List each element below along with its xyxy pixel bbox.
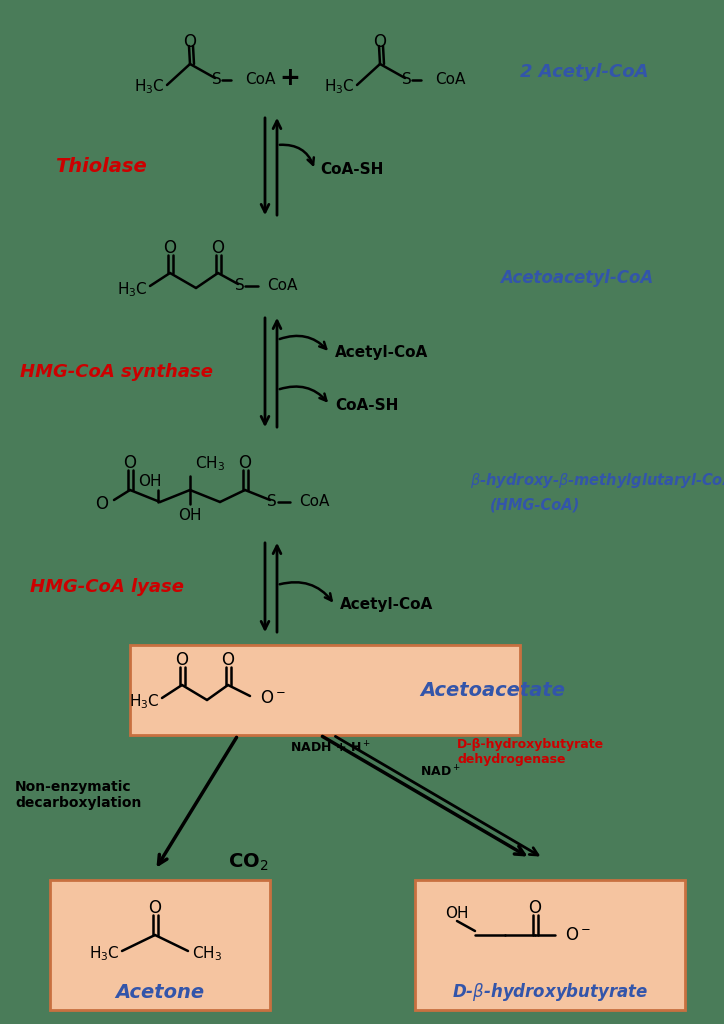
Text: O: O	[164, 239, 177, 257]
Text: (HMG-CoA): (HMG-CoA)	[490, 498, 580, 512]
Text: O: O	[222, 651, 235, 669]
Text: H$_3$C: H$_3$C	[130, 692, 160, 712]
Text: S: S	[267, 495, 277, 510]
Text: S: S	[402, 73, 412, 87]
Text: CoA-SH: CoA-SH	[320, 163, 384, 177]
Text: Acetyl-CoA: Acetyl-CoA	[340, 597, 433, 612]
Text: O: O	[529, 899, 542, 918]
Text: S: S	[212, 73, 222, 87]
Text: HMG-CoA synthase: HMG-CoA synthase	[20, 362, 213, 381]
Text: O: O	[211, 239, 224, 257]
Bar	[50, 880, 270, 1010]
Text: +: +	[279, 66, 300, 90]
Text: CH$_3$: CH$_3$	[195, 455, 225, 473]
Text: D-$\beta$-hydroxybutyrate: D-$\beta$-hydroxybutyrate	[452, 981, 648, 1002]
Text: CoA-SH: CoA-SH	[335, 397, 398, 413]
Text: Acetyl-CoA: Acetyl-CoA	[335, 345, 429, 360]
Text: O: O	[124, 454, 137, 472]
Text: H$_3$C: H$_3$C	[89, 945, 120, 964]
Text: OH: OH	[138, 474, 161, 489]
Bar	[415, 880, 685, 1010]
Text: Non-enzymatic
decarboxylation: Non-enzymatic decarboxylation	[15, 780, 141, 810]
Text: O$^-$: O$^-$	[260, 689, 286, 707]
Text: CoA: CoA	[245, 73, 275, 87]
Bar	[130, 645, 520, 735]
Text: CoA: CoA	[435, 73, 466, 87]
Text: $\beta$-hydroxy-$\beta$-methylglutaryl-CoA: $\beta$-hydroxy-$\beta$-methylglutaryl-C…	[470, 470, 724, 489]
Text: Acetoacetate: Acetoacetate	[420, 681, 565, 699]
Text: 2 Acetyl-CoA: 2 Acetyl-CoA	[520, 63, 649, 81]
Text: O: O	[95, 495, 108, 513]
Text: NADH + H$^+$: NADH + H$^+$	[290, 740, 371, 756]
Text: HMG-CoA lyase: HMG-CoA lyase	[30, 578, 184, 596]
Text: H$_3$C: H$_3$C	[324, 78, 355, 96]
Text: D-β-hydroxybutyrate
dehydrogenase: D-β-hydroxybutyrate dehydrogenase	[457, 738, 604, 766]
Text: O: O	[175, 651, 188, 669]
Text: Thiolase: Thiolase	[55, 157, 147, 175]
Text: O: O	[148, 899, 161, 918]
Text: O$^-$: O$^-$	[565, 926, 591, 944]
Text: Acetone: Acetone	[115, 982, 205, 1001]
Text: S: S	[235, 279, 245, 294]
Text: CoA: CoA	[299, 495, 329, 510]
Text: CoA: CoA	[267, 279, 298, 294]
Text: CH$_3$: CH$_3$	[192, 945, 222, 964]
Text: Acetoacetyl-CoA: Acetoacetyl-CoA	[500, 269, 653, 287]
Text: O: O	[238, 454, 251, 472]
Text: H$_3$C: H$_3$C	[117, 281, 148, 299]
Text: O: O	[183, 33, 196, 51]
Text: NAD$^+$: NAD$^+$	[420, 764, 460, 779]
Text: OH: OH	[445, 905, 468, 921]
Text: OH: OH	[178, 509, 202, 523]
Text: O: O	[374, 33, 387, 51]
Text: CO$_2$: CO$_2$	[228, 851, 268, 872]
Text: H$_3$C: H$_3$C	[135, 78, 165, 96]
